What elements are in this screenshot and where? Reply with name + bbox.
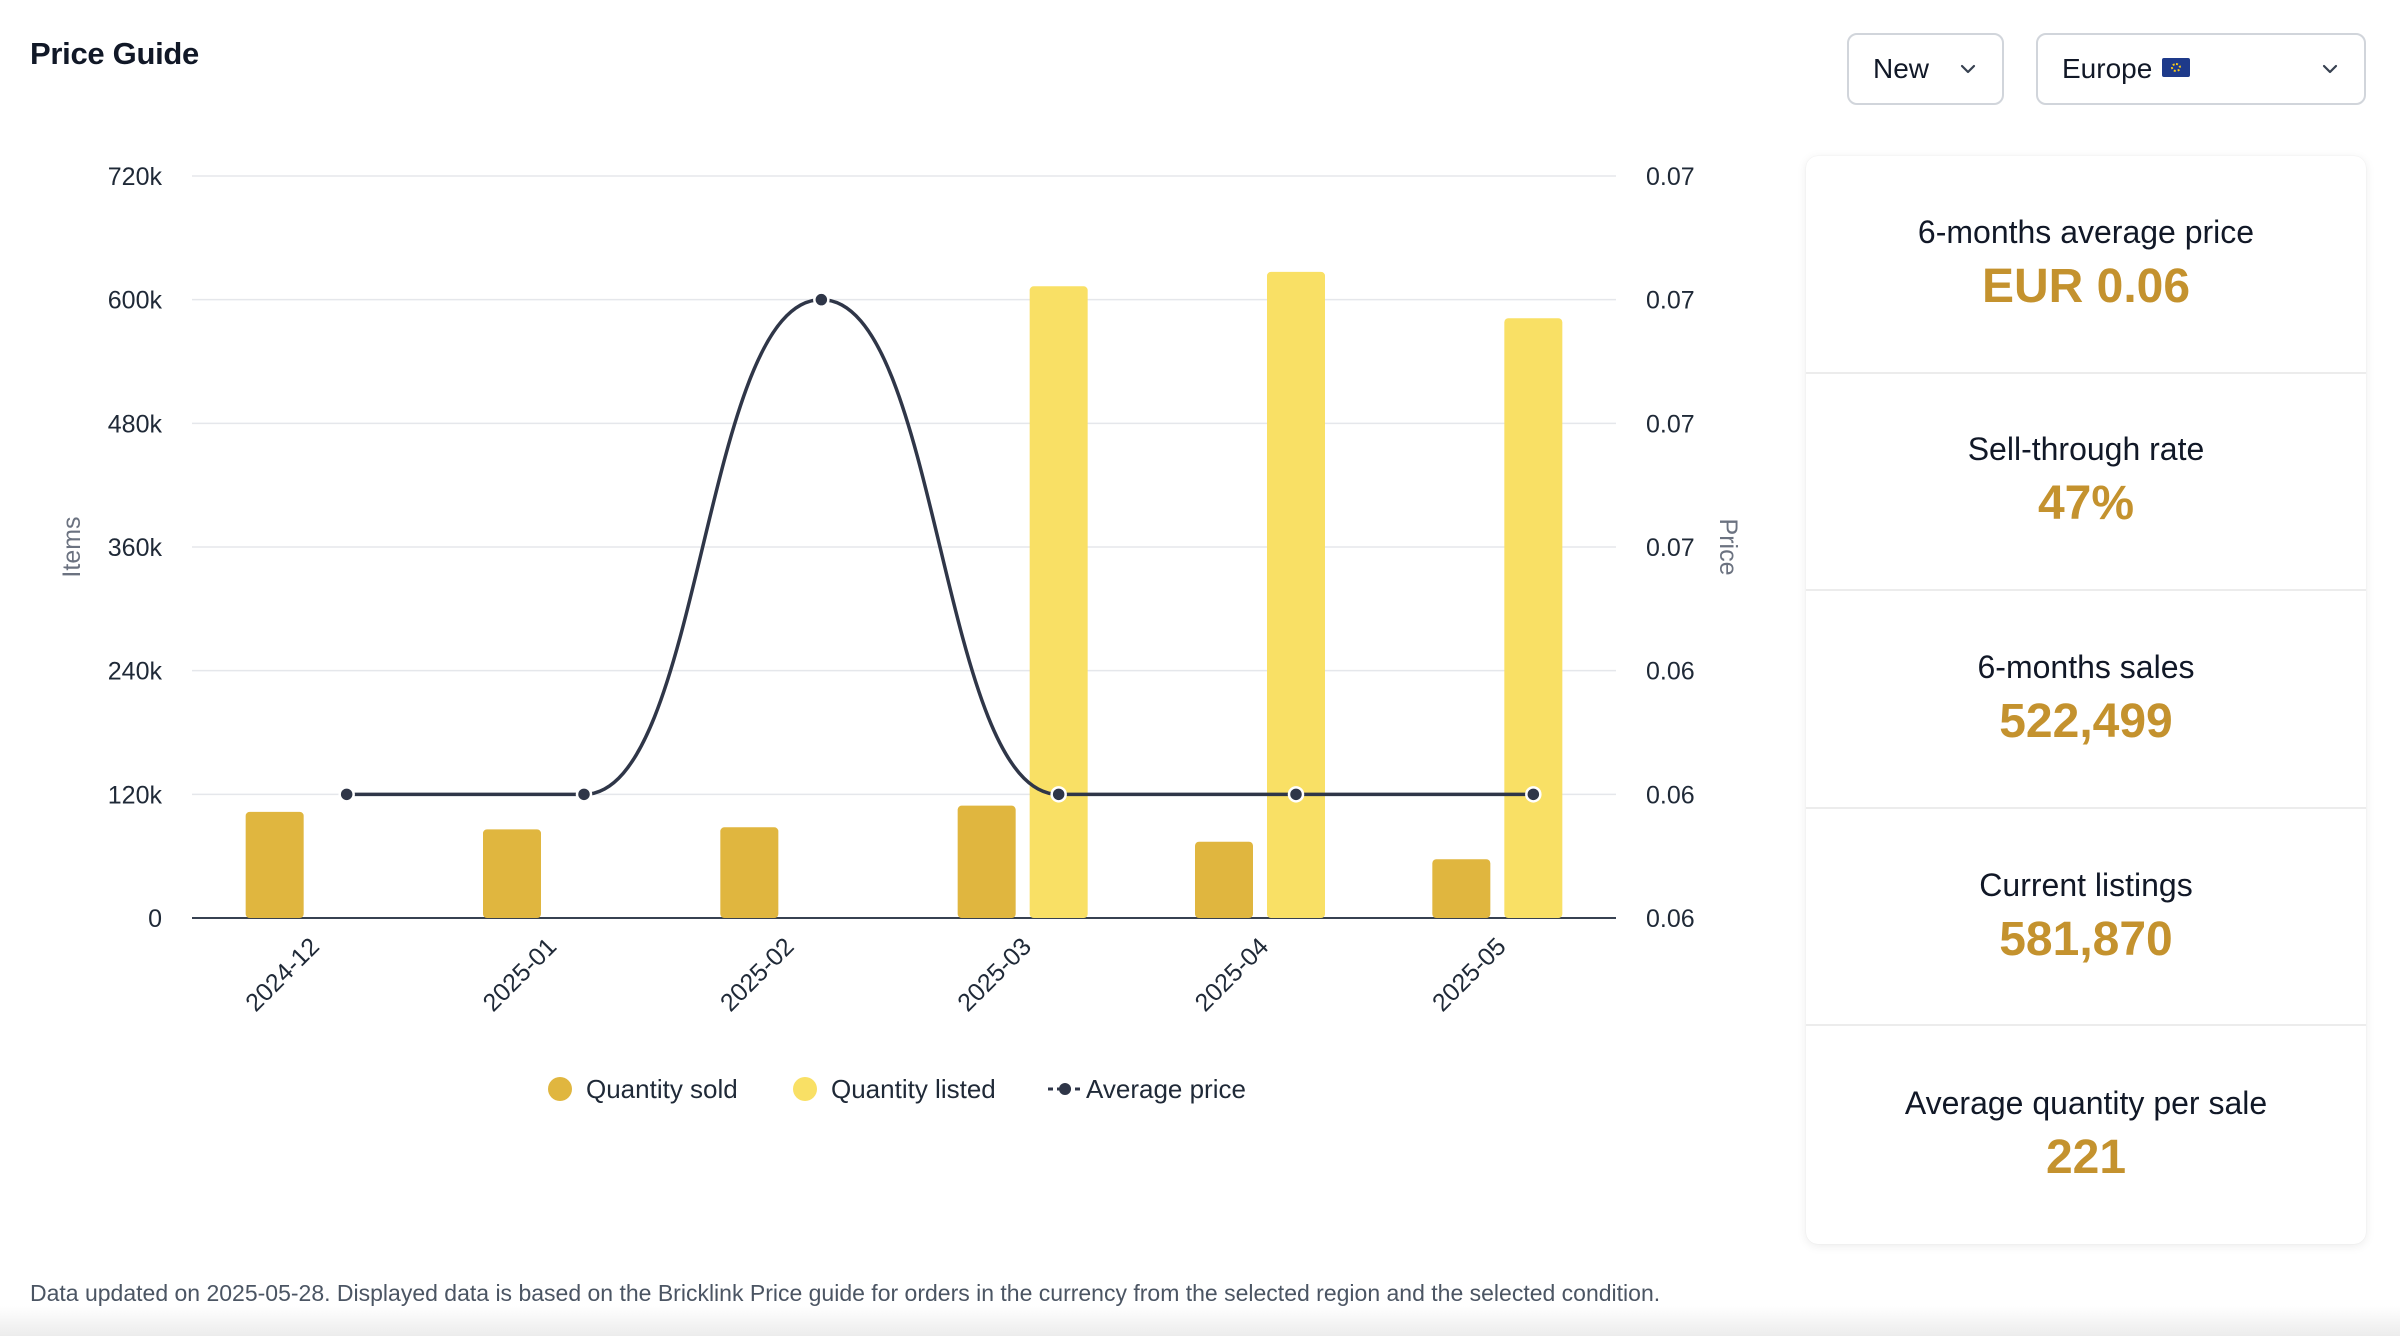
legend-marker — [548, 1077, 572, 1101]
x-tick-label: 2025-02 — [715, 932, 800, 1017]
region-select-value: Europe — [2062, 53, 2153, 84]
stat-label: Average quantity per sale — [1904, 1085, 2268, 1122]
bar-quantity-sold — [1432, 859, 1491, 918]
y2-tick-label: 0.06 — [1646, 905, 1695, 933]
chevron-down-icon — [2322, 64, 2338, 74]
legend-label: Average price — [1086, 1074, 1246, 1104]
average-price-point — [338, 786, 355, 803]
x-tick-label: 2025-05 — [1427, 932, 1512, 1017]
legend-label: Quantity listed — [831, 1074, 996, 1104]
y2-tick-label: 0.07 — [1646, 410, 1695, 438]
stat-current-listings: Current listings 581,870 — [1806, 809, 2366, 1027]
y2-tick-label: 0.07 — [1646, 534, 1695, 562]
y-tick-label: 360k — [108, 534, 163, 562]
stat-value: EUR 0.06 — [1981, 259, 2191, 313]
stats-panel: 6-months average price EUR 0.06 Sell-thr… — [1806, 156, 2366, 1244]
y2-axis-title: Price — [1714, 519, 1742, 576]
stat-label: Sell-through rate — [1967, 431, 2205, 468]
x-tick-label: 2025-03 — [952, 932, 1037, 1017]
y-axis-title: Items — [58, 516, 86, 577]
page-title: Price Guide — [30, 36, 199, 71]
chevron-down-icon — [1960, 64, 1976, 74]
stat-value: 47% — [2037, 477, 2135, 531]
stat-average-price: 6-months average price EUR 0.06 — [1806, 156, 2366, 374]
average-price-point — [1050, 786, 1067, 803]
y-tick-label: 720k — [108, 163, 163, 191]
stat-value: 221 — [2045, 1131, 2127, 1185]
condition-select[interactable]: New — [1847, 33, 2004, 105]
stat-quantity-per-sale: Average quantity per sale 221 — [1806, 1026, 2366, 1244]
y-tick-label: 600k — [108, 287, 163, 315]
eu-flag-icon — [2162, 58, 2191, 78]
stat-label: Current listings — [1979, 866, 2193, 903]
y2-tick-label: 0.07 — [1646, 287, 1695, 315]
bar-quantity-sold — [245, 811, 304, 918]
price-chart: 0 0.06 120k 0.06 240k 0.06 360k 0.07 480k 0.07 600… — [58, 163, 1742, 1104]
average-price-point — [575, 786, 593, 803]
bottom-shade — [0, 1306, 2400, 1336]
stat-value: 581,870 — [1999, 912, 2173, 966]
stat-sales: 6-months sales 522,499 — [1806, 591, 2366, 809]
legend-marker — [793, 1077, 817, 1101]
average-price-point — [813, 291, 830, 308]
average-price-point — [1525, 786, 1542, 803]
average-price-point — [1287, 786, 1305, 803]
y-tick-label: 480k — [108, 410, 163, 438]
stat-label: 6-months average price — [1917, 213, 2255, 250]
x-tick-label: 2025-04 — [1190, 932, 1275, 1017]
x-tick-label: 2025-01 — [478, 932, 563, 1017]
y-tick-label: 0 — [148, 905, 162, 933]
bar-quantity-listed — [1029, 286, 1088, 919]
region-select[interactable]: Europe — [2036, 33, 2366, 105]
bar-quantity-sold — [1195, 841, 1253, 918]
condition-select-value: New — [1873, 53, 1930, 84]
bar-quantity-listed — [1267, 271, 1325, 918]
stat-label: 6-months sales — [1977, 648, 2195, 685]
stat-sell-through-rate: Sell-through rate 47% — [1806, 374, 2366, 592]
legend-marker — [1059, 1083, 1071, 1095]
stat-value: 522,499 — [1999, 694, 2173, 748]
bar-quantity-sold — [483, 829, 541, 918]
bar-quantity-listed — [1504, 318, 1563, 918]
y2-tick-label: 0.06 — [1646, 658, 1695, 686]
y-tick-label: 120k — [108, 781, 163, 809]
y-tick-label: 240k — [108, 658, 163, 686]
x-tick-label: 2024-12 — [240, 932, 325, 1017]
y2-tick-label: 0.07 — [1646, 163, 1695, 191]
footnote: Data updated on 2025-05-28. Displayed da… — [30, 1280, 1661, 1306]
bar-quantity-sold — [720, 827, 779, 918]
legend-label: Quantity sold — [586, 1074, 738, 1104]
bar-quantity-sold — [957, 805, 1016, 918]
y2-tick-label: 0.06 — [1646, 781, 1695, 809]
